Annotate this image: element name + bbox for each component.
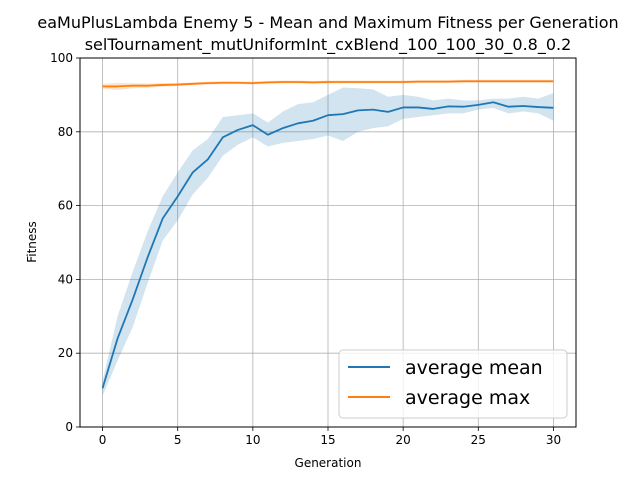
y-tick-label: 40: [58, 272, 73, 286]
legend-label-average-mean: average mean: [405, 357, 543, 379]
chart-subtitle: selTournament_mutUniformInt_cxBlend_100_…: [85, 35, 572, 55]
y-axis-ticks: 0 20 40 60 80 100: [50, 51, 80, 434]
x-axis-ticks: 0 5 10 15 20 25 30: [99, 427, 561, 447]
y-tick-label: 80: [58, 125, 73, 139]
y-tick-label: 60: [58, 199, 73, 213]
series-lines: [101, 80, 554, 389]
x-tick-label: 15: [320, 433, 335, 447]
series-line-average-max: [102, 80, 554, 88]
series-line-average-mean: [101, 101, 554, 389]
y-tick-label: 20: [58, 346, 73, 360]
y-axis-label: Fitness: [25, 221, 39, 263]
y-tick-label: 100: [50, 51, 73, 65]
x-tick-label: 5: [174, 433, 182, 447]
x-tick-label: 20: [396, 433, 411, 447]
legend-label-average-max: average max: [405, 387, 530, 409]
x-axis-label: Generation: [295, 456, 362, 470]
x-tick-label: 30: [546, 433, 561, 447]
x-tick-label: 0: [99, 433, 107, 447]
y-tick-label: 0: [65, 420, 73, 434]
x-tick-label: 10: [245, 433, 260, 447]
legend: average mean average max: [338, 349, 568, 419]
legend-box: [338, 349, 568, 419]
x-tick-label: 25: [471, 433, 486, 447]
band-average-mean: [102, 87, 554, 396]
chart-title: eaMuPlusLambda Enemy 5 - Mean and Maximu…: [37, 13, 618, 32]
